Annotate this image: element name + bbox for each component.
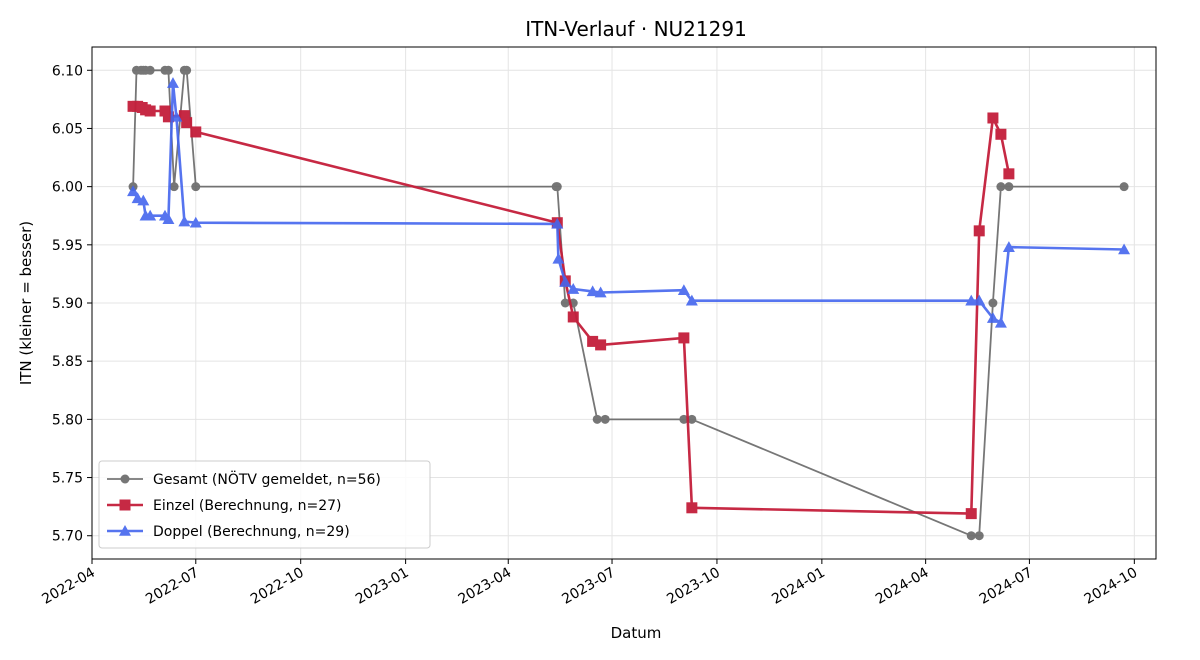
data-point bbox=[162, 111, 174, 123]
series-circle bbox=[128, 65, 1129, 541]
legend-swatch bbox=[107, 525, 143, 536]
data-point bbox=[594, 286, 607, 298]
x-tick-label: 2024-01 bbox=[769, 565, 828, 608]
x-tick-label: 2024-07 bbox=[977, 565, 1036, 608]
data-point bbox=[987, 112, 999, 124]
data-point bbox=[592, 414, 602, 424]
data-point bbox=[1002, 241, 1015, 252]
x-tick-label: 2023-07 bbox=[559, 565, 618, 608]
x-tick-label: 2022-04 bbox=[39, 565, 98, 608]
data-point bbox=[965, 508, 977, 520]
data-point bbox=[166, 77, 179, 88]
data-point bbox=[182, 65, 192, 75]
data-point bbox=[973, 294, 986, 306]
y-tick-label: 5.70 bbox=[52, 529, 83, 545]
data-point bbox=[189, 216, 202, 228]
legend-marker bbox=[119, 499, 131, 511]
x-tick-label: 2023-01 bbox=[353, 565, 412, 608]
data-point bbox=[162, 213, 175, 225]
data-point bbox=[965, 294, 978, 306]
x-tick-label: 2023-04 bbox=[456, 565, 515, 608]
data-point bbox=[687, 414, 697, 424]
data-point bbox=[685, 294, 698, 306]
data-point bbox=[552, 182, 562, 192]
x-tick-label: 2023-10 bbox=[664, 565, 723, 608]
y-axis-label: ITN (kleiner = besser) bbox=[17, 221, 35, 385]
data-point bbox=[587, 335, 599, 347]
data-point bbox=[144, 209, 157, 221]
data-point bbox=[144, 105, 156, 117]
x-tick-label: 2022-07 bbox=[143, 565, 202, 608]
data-point bbox=[145, 65, 155, 75]
legend-label: Gesamt (NÖTV gemeldet, n=56) bbox=[153, 470, 381, 488]
data-point bbox=[163, 65, 173, 75]
data-point bbox=[127, 185, 140, 197]
y-tick-label: 5.85 bbox=[52, 354, 83, 370]
data-point bbox=[677, 284, 690, 295]
data-point bbox=[679, 414, 689, 424]
series-square bbox=[127, 100, 1015, 520]
data-point bbox=[178, 215, 191, 227]
legend-box bbox=[98, 460, 431, 549]
data-point bbox=[178, 110, 190, 122]
data-point bbox=[1003, 168, 1015, 180]
data-point bbox=[567, 311, 579, 323]
data-point bbox=[995, 128, 1007, 140]
data-point bbox=[986, 312, 999, 323]
legend-swatch bbox=[107, 474, 143, 484]
y-tick-label: 5.95 bbox=[52, 238, 83, 254]
y-tick-label: 6.00 bbox=[52, 180, 83, 196]
data-point bbox=[191, 182, 201, 192]
data-point bbox=[159, 105, 171, 117]
data-point bbox=[600, 414, 610, 424]
data-point bbox=[988, 298, 998, 308]
data-point bbox=[181, 117, 193, 129]
legend-label: Doppel (Berechnung, n=29) bbox=[153, 524, 350, 540]
data-point bbox=[595, 339, 607, 351]
data-point bbox=[137, 194, 150, 206]
data-point bbox=[686, 502, 698, 514]
y-tick-label: 6.05 bbox=[52, 121, 83, 137]
data-point bbox=[994, 316, 1007, 328]
legend-label: Einzel (Berechnung, n=27) bbox=[153, 498, 342, 514]
chart-title: ITN-Verlauf · NU21291 bbox=[525, 17, 747, 41]
x-tick-label: 2024-04 bbox=[873, 565, 932, 608]
y-tick-label: 5.75 bbox=[52, 471, 83, 487]
series-line bbox=[133, 105, 1011, 515]
data-point bbox=[1004, 182, 1014, 192]
data-point bbox=[966, 531, 976, 541]
data-point bbox=[559, 276, 572, 287]
y-tick-label: 6.10 bbox=[52, 63, 83, 79]
data-point bbox=[1118, 243, 1131, 255]
data-point bbox=[586, 285, 599, 297]
x-tick-label: 2022-10 bbox=[248, 565, 307, 608]
legend-marker bbox=[119, 525, 131, 536]
data-point bbox=[996, 182, 1006, 192]
legend-marker bbox=[120, 474, 130, 484]
x-tick-label: 2024-10 bbox=[1082, 565, 1141, 608]
data-point bbox=[552, 252, 565, 264]
x-axis-label: Datum bbox=[611, 624, 662, 642]
series-line bbox=[132, 81, 1125, 325]
series-layer bbox=[127, 65, 1131, 541]
series-triangle bbox=[127, 77, 1131, 328]
data-point bbox=[1119, 182, 1129, 192]
data-point bbox=[190, 126, 202, 138]
data-point bbox=[567, 283, 580, 294]
y-tick-label: 5.80 bbox=[52, 412, 83, 428]
data-point bbox=[678, 332, 690, 344]
data-point bbox=[170, 110, 183, 122]
data-point bbox=[974, 531, 984, 541]
legend-swatch bbox=[107, 499, 143, 511]
legend: Gesamt (NÖTV gemeldet, n=56) Einzel (Bere… bbox=[98, 460, 431, 549]
y-tick-label: 5.90 bbox=[52, 296, 83, 312]
data-point bbox=[560, 298, 570, 308]
data-point bbox=[169, 182, 179, 192]
data-point bbox=[551, 217, 564, 229]
data-point bbox=[973, 225, 985, 237]
